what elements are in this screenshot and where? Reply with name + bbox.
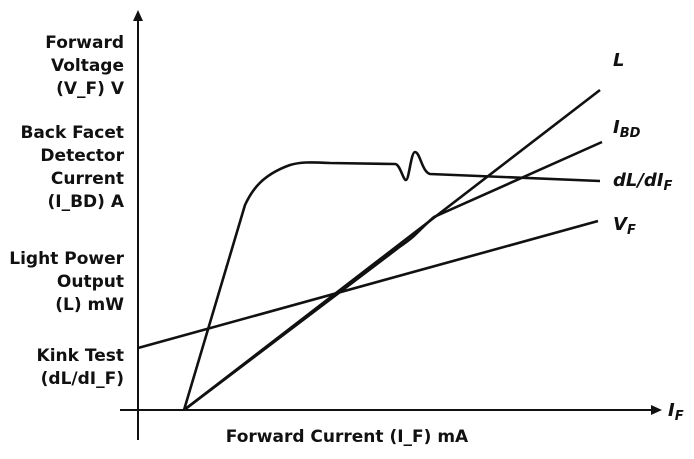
- series-line-ibd: [183, 140, 603, 412]
- y-label-line: Detector: [40, 146, 124, 166]
- x-axis-arrow: [651, 405, 662, 415]
- series-line-dl-dif: [182, 150, 601, 411]
- y-label-line: (V_F) V: [56, 79, 124, 99]
- x-axis-label: Forward Current (I_F) mA: [225, 427, 469, 447]
- y-label-line: Current: [50, 169, 124, 189]
- y-label-line: Voltage: [50, 56, 124, 76]
- y-axis-arrow: [133, 10, 143, 21]
- series-label-ibd: IBD: [613, 117, 641, 141]
- y-label-line: (dL/dI_F): [40, 369, 124, 389]
- y-label-line: Output: [56, 272, 124, 292]
- series-line-vf-origin: [183, 246, 399, 412]
- series-label-vf: VF: [613, 214, 636, 238]
- y-label-line: (I_BD) A: [47, 192, 124, 212]
- axes: [120, 10, 662, 440]
- x-axis-symbol: IF: [668, 400, 684, 424]
- y-label-line: Light Power: [9, 249, 124, 269]
- y-label-back-facet-current: Back Facet Detector Current (I_BD) A: [0, 122, 124, 214]
- y-label-line: Kink Test: [36, 346, 124, 366]
- series-label-l: L: [613, 50, 624, 71]
- y-label-forward-voltage: Forward Voltage (V_F) V: [0, 32, 124, 101]
- y-label-line: (L) mW: [55, 295, 124, 315]
- y-label-kink-test: Kink Test (dL/dI_F): [0, 345, 124, 391]
- y-label-line: Back Facet: [20, 123, 124, 143]
- y-label-line: Forward: [45, 33, 124, 53]
- series-label-dl-dif: dL/dIF: [613, 170, 673, 194]
- y-label-light-power-output: Light Power Output (L) mW: [0, 248, 124, 317]
- series-line-vf: [137, 219, 599, 350]
- series-labels: L IBD dL/dIF VF IF: [613, 50, 684, 424]
